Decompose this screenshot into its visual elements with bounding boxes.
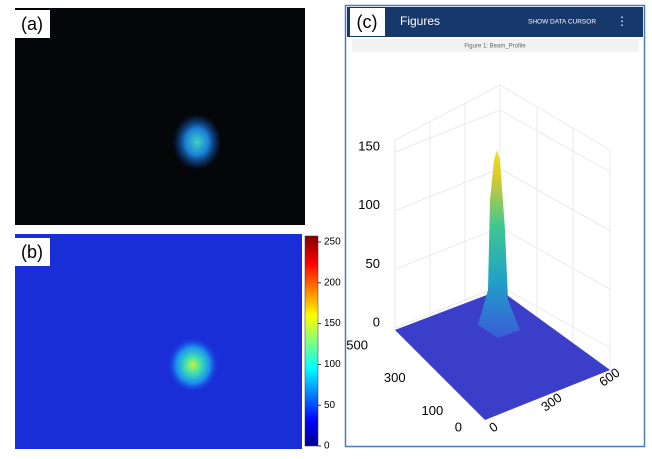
colorbar	[304, 235, 319, 447]
y-tick-label: 300	[384, 370, 406, 385]
colorbar-tick-label: 50	[324, 400, 336, 411]
z-tick-label: 0	[373, 314, 380, 329]
colorbar-tick-label: 250	[324, 237, 341, 248]
panel-label: (c)	[357, 12, 378, 32]
y-tick-label: 500	[346, 337, 368, 352]
z-tick-label: 100	[358, 197, 380, 212]
app-title: Figures	[400, 14, 440, 28]
z-tick-label: 150	[358, 138, 380, 153]
grid-line	[394, 109, 611, 173]
z-tick-label: 50	[366, 256, 380, 271]
panel-label: (b)	[21, 242, 43, 262]
surface-peak	[478, 150, 520, 338]
app-header	[347, 7, 643, 37]
surface-base	[395, 290, 610, 420]
beam-spot	[167, 337, 219, 393]
image-a	[15, 8, 305, 225]
image-b	[15, 234, 302, 449]
figure-title: Figure 1: Beam_Profile	[464, 44, 526, 50]
label-box	[15, 238, 50, 266]
menu-button[interactable]: ⋮	[616, 14, 628, 28]
colorbar-tick-label: 100	[324, 359, 341, 370]
beam-spot	[171, 112, 223, 172]
figure-bar	[352, 39, 639, 52]
label-box	[350, 8, 385, 36]
y-tick-label: 0	[455, 419, 462, 434]
colorbar-tick-label: 200	[324, 277, 341, 288]
panel-label: (a)	[21, 14, 43, 34]
y-tick-label: 100	[421, 403, 443, 418]
colorbar-tick-label: 150	[324, 318, 341, 329]
colorbar-tick-label: 0	[324, 441, 330, 452]
label-box	[15, 10, 50, 38]
action-button[interactable]: SHOW DATA CURSOR	[528, 19, 596, 26]
